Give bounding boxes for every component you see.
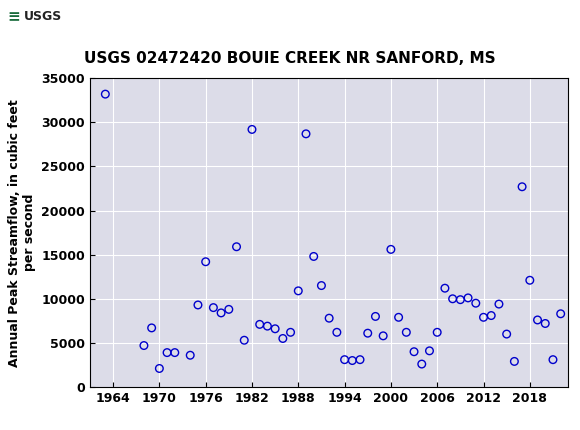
Point: [463, 295, 473, 301]
Point: [363, 330, 372, 337]
Point: [201, 258, 211, 265]
Point: [155, 365, 164, 372]
Point: [448, 295, 457, 302]
Text: USGS: USGS: [24, 10, 63, 23]
Point: [162, 349, 172, 356]
Point: [340, 356, 349, 363]
Point: [255, 321, 264, 328]
Point: [409, 348, 419, 355]
Point: [232, 243, 241, 250]
Point: [379, 332, 388, 339]
Point: [479, 314, 488, 321]
Point: [371, 313, 380, 320]
Point: [533, 316, 542, 323]
Point: [193, 301, 202, 308]
Point: [170, 349, 179, 356]
Point: [309, 253, 318, 260]
Point: [556, 310, 566, 317]
Point: [525, 277, 534, 284]
Point: [417, 361, 426, 368]
Point: [186, 352, 195, 359]
Point: [101, 91, 110, 98]
Point: [240, 337, 249, 344]
Y-axis label: Annual Peak Streamflow, in cubic feet
per second: Annual Peak Streamflow, in cubic feet pe…: [8, 99, 36, 366]
Point: [548, 356, 557, 363]
Point: [224, 306, 234, 313]
Point: [440, 285, 450, 292]
Point: [487, 312, 496, 319]
Point: [433, 329, 442, 336]
Point: [263, 322, 272, 329]
Point: [402, 329, 411, 336]
Point: [347, 357, 357, 364]
Text: USGS 02472420 BOUIE CREEK NR SANFORD, MS: USGS 02472420 BOUIE CREEK NR SANFORD, MS: [84, 51, 496, 66]
Point: [216, 310, 226, 316]
Point: [209, 304, 218, 311]
Point: [317, 282, 326, 289]
Point: [386, 246, 396, 253]
Point: [356, 356, 365, 363]
Point: [502, 331, 512, 338]
Point: [302, 130, 311, 137]
Point: [425, 347, 434, 354]
Point: [494, 301, 503, 307]
Point: [270, 326, 280, 332]
Point: [324, 315, 334, 322]
Point: [394, 314, 403, 321]
Text: ≡: ≡: [7, 9, 20, 25]
Point: [456, 296, 465, 303]
Point: [471, 300, 480, 307]
Point: [332, 329, 342, 336]
Point: [139, 342, 148, 349]
Bar: [3, 2, 55, 34]
Point: [510, 358, 519, 365]
Point: [293, 287, 303, 294]
Point: [517, 183, 527, 190]
Point: [541, 320, 550, 327]
Point: [278, 335, 288, 342]
Point: [247, 126, 256, 133]
Point: [147, 325, 156, 332]
Point: [286, 329, 295, 336]
